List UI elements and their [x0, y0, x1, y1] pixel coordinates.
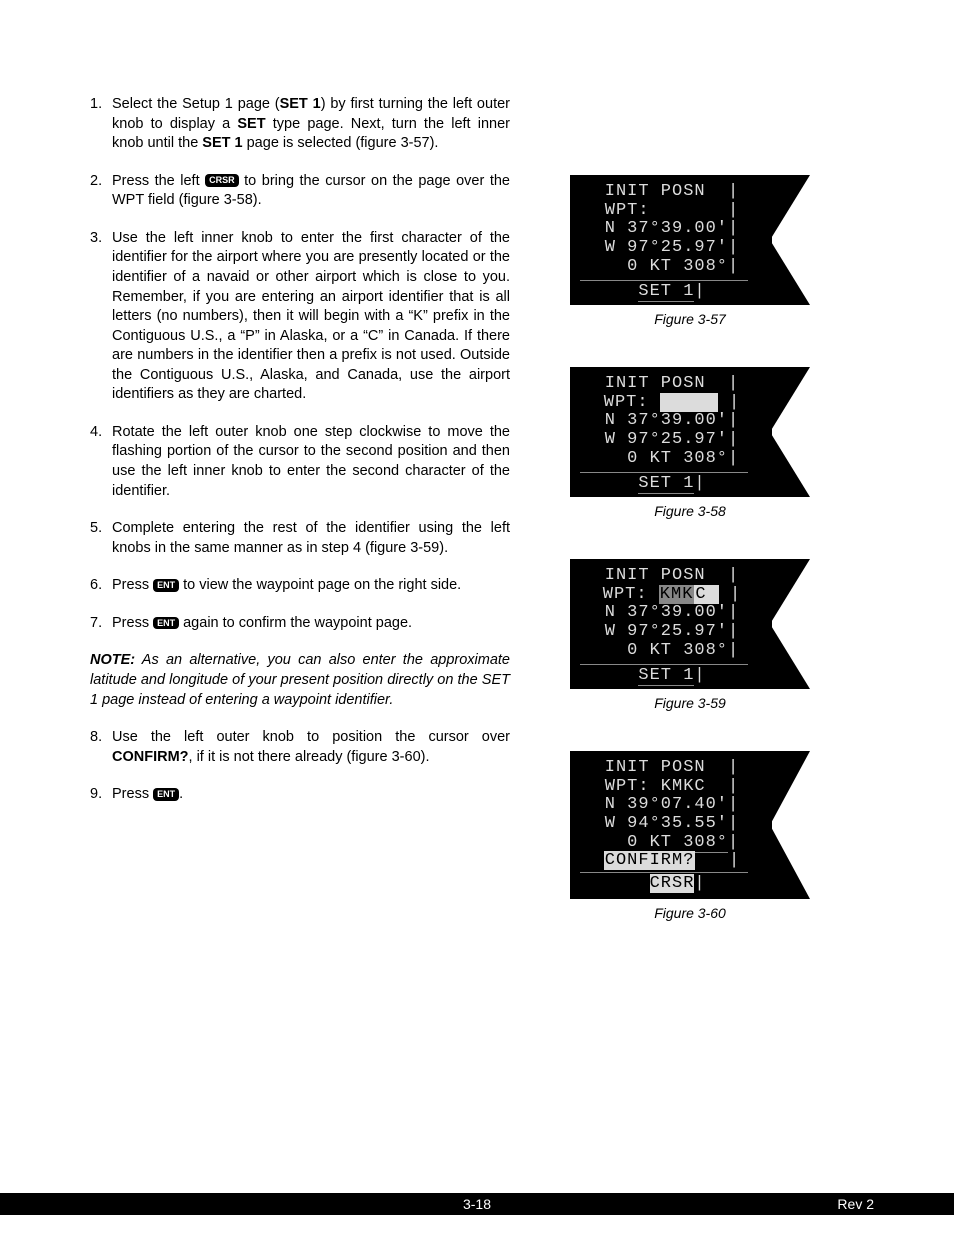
screen-line: INIT POSN	[605, 182, 706, 201]
figure-caption: Figure 3-58	[550, 503, 830, 519]
step-number: 8.	[90, 728, 112, 767]
text-fragment: Press	[112, 786, 153, 802]
step-text: Complete entering the rest of the identi…	[112, 519, 510, 558]
step-6: 6. Press ENT to view the waypoint page o…	[90, 576, 510, 596]
figure-3-60: INIT POSN | WPT: KMKC | N 39°07.40'| W 9…	[550, 751, 830, 921]
step-number: 7.	[90, 614, 112, 634]
screen-arrow-icon	[770, 751, 810, 899]
screen-line: W 94°35.55'	[605, 814, 728, 833]
figure-caption: Figure 3-57	[550, 311, 830, 327]
screen-arrow-icon	[770, 175, 810, 305]
note-label: NOTE:	[90, 652, 135, 668]
step-text: Rotate the left outer knob one step cloc…	[112, 423, 510, 501]
figure-3-59: INIT POSN | WPT: KMKC | N 37°39.00'| W 9…	[550, 559, 830, 711]
screen-line: WPT:	[605, 201, 650, 220]
note-text: As an alternative, you can also enter th…	[90, 652, 510, 707]
step-number: 1.	[90, 95, 112, 154]
ent-key-icon: ENT	[153, 579, 179, 592]
crsr-key-icon: CRSR	[205, 174, 239, 187]
screen-cursor-bar: |	[694, 666, 705, 685]
text-fragment: .	[179, 786, 183, 802]
step-text: Use the left outer knob to position the …	[112, 728, 510, 767]
page-number: 3-18	[0, 1193, 954, 1215]
step-8: 8. Use the left outer knob to position t…	[90, 728, 510, 767]
text-fragment: Press the left	[112, 173, 205, 189]
step-text: Select the Setup 1 page (SET 1) by first…	[112, 95, 510, 154]
instructions-column: 1. Select the Setup 1 page (SET 1) by fi…	[90, 95, 510, 961]
note-block: NOTE: As an alternative, you can also en…	[90, 651, 510, 710]
step-9: 9. Press ENT.	[90, 785, 510, 805]
step-text: Press ENT again to confirm the waypoint …	[112, 614, 510, 634]
step-4: 4. Rotate the left outer knob one step c…	[90, 423, 510, 501]
screen-wpt-label: WPT:	[603, 585, 659, 604]
step-text: Press ENT to view the waypoint page on t…	[112, 576, 510, 596]
gps-screen: INIT POSN | WPT: KMKC | N 37°39.00'| W 9…	[570, 559, 772, 689]
text-fragment: Press	[112, 615, 153, 631]
screen-line: 0 KT 308°	[605, 257, 728, 276]
ent-key-icon: ENT	[153, 617, 179, 630]
screen-line: N 37°39.00'	[605, 603, 728, 622]
figure-caption: Figure 3-59	[550, 695, 830, 711]
screen-wpt-cursor	[660, 393, 718, 412]
step-1: 1. Select the Setup 1 page (SET 1) by fi…	[90, 95, 510, 154]
screen-line: INIT POSN	[605, 374, 706, 393]
screen-line: N 37°39.00'	[605, 219, 728, 238]
gps-screen: INIT POSN | WPT: KMKC | N 39°07.40'| W 9…	[570, 751, 772, 899]
gps-screen: INIT POSN | WPT: | N 37°39.00'| W 97°25.…	[570, 367, 772, 497]
step-number: 4.	[90, 423, 112, 501]
figure-caption: Figure 3-60	[550, 905, 830, 921]
screen-wpt-entered: KMK	[659, 585, 695, 604]
screen-page: SET 1	[638, 282, 694, 302]
screen-line: N 37°39.00'	[605, 411, 728, 430]
step-2: 2. Press the left CRSR to bring the curs…	[90, 172, 510, 211]
step-5: 5. Complete entering the rest of the ide…	[90, 519, 510, 558]
screen-page: SET 1	[638, 474, 694, 494]
step-number: 3.	[90, 229, 112, 405]
figures-column: INIT POSN | WPT: | N 37°39.00' | W 97°25.…	[550, 95, 830, 961]
step-text: Use the left inner knob to enter the fir…	[112, 229, 510, 405]
screen-line: WPT: KMKC	[605, 777, 706, 796]
text-fragment: Press	[112, 577, 153, 593]
ent-key-icon: ENT	[153, 788, 179, 801]
screen-line: N 39°07.40'	[605, 795, 728, 814]
screen-page: SET 1	[638, 666, 694, 686]
step-text: Press the left CRSR to bring the cursor …	[112, 172, 510, 211]
revision-label: Rev 2	[837, 1193, 874, 1215]
step-3: 3. Use the left inner knob to enter the …	[90, 229, 510, 405]
screen-wpt-cursor: C	[694, 585, 718, 604]
screen-line: W 97°25.97'	[605, 622, 728, 641]
text-fragment: again to confirm the waypoint page.	[179, 615, 412, 631]
screen-arrow-icon	[770, 367, 810, 497]
screen-line: 0 KT 308°	[605, 641, 728, 660]
step-number: 5.	[90, 519, 112, 558]
screen-cursor-bar: |	[694, 282, 705, 301]
page-footer: 3-18 Rev 2	[0, 1193, 954, 1215]
screen-line: INIT POSN	[605, 566, 706, 585]
screen-line: 0 KT 308°	[605, 833, 728, 853]
screen-crsr-label: CRSR	[650, 874, 695, 893]
screen-confirm-cursor: CONFIRM?	[604, 851, 696, 870]
text-fragment: to view the waypoint page on the right s…	[179, 577, 461, 593]
screen-line: W 97°25.97'	[605, 430, 728, 449]
gps-screen: INIT POSN | WPT: | N 37°39.00'| W 97°25.…	[570, 175, 772, 305]
screen-line: W 97°25.97'	[605, 238, 728, 257]
figure-3-58: INIT POSN | WPT: | N 37°39.00'| W 97°25.…	[550, 367, 830, 519]
screen-line: 0 KT 308°	[605, 449, 728, 468]
screen-arrow-icon	[770, 559, 810, 689]
step-number: 2.	[90, 172, 112, 211]
screen-line: INIT POSN	[605, 758, 706, 777]
step-text: Press ENT.	[112, 785, 510, 805]
screen-wpt-label: WPT:	[604, 393, 660, 412]
figure-3-57: INIT POSN | WPT: | N 37°39.00'| W 97°25.…	[550, 175, 830, 327]
step-number: 6.	[90, 576, 112, 596]
screen-cursor-bar: |	[694, 474, 705, 493]
step-number: 9.	[90, 785, 112, 805]
step-7: 7. Press ENT again to confirm the waypoi…	[90, 614, 510, 634]
